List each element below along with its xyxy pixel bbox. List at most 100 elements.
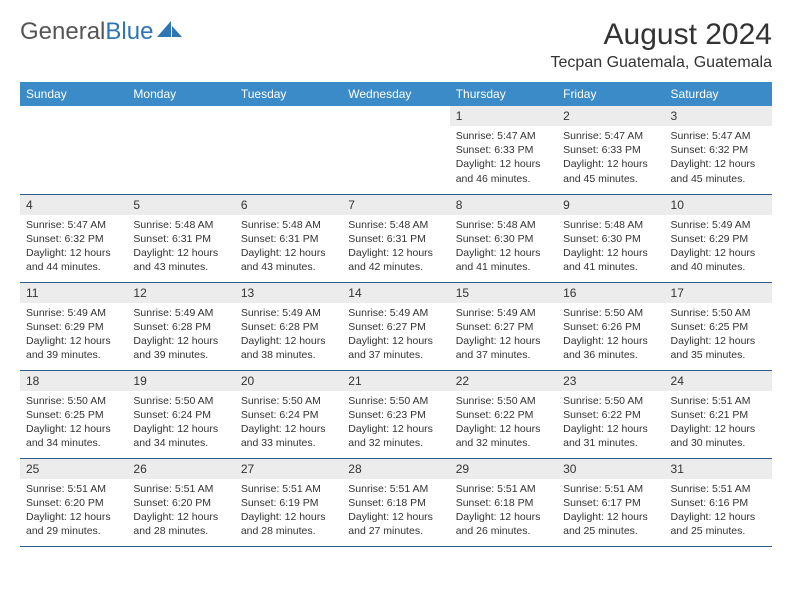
sunrise-value: 5:50 AM: [497, 395, 536, 407]
daylight-label: Daylight:: [133, 335, 174, 347]
calendar-day-cell: 7Sunrise: 5:48 AMSunset: 6:31 PMDaylight…: [342, 194, 449, 282]
sunrise-label: Sunrise:: [241, 219, 280, 231]
day-number: 15: [450, 283, 557, 303]
daylight-label: Daylight:: [456, 158, 497, 170]
daylight-label: Daylight:: [563, 158, 604, 170]
day-number: 19: [127, 371, 234, 391]
sunrise-value: 5:48 AM: [282, 219, 321, 231]
sunset-label: Sunset:: [671, 233, 707, 245]
calendar-title: August 2024: [551, 18, 772, 52]
sunrise-label: Sunrise:: [671, 395, 710, 407]
sunrise-label: Sunrise:: [26, 483, 65, 495]
day-number: 8: [450, 195, 557, 215]
daylight-label: Daylight:: [26, 335, 67, 347]
sunrise-label: Sunrise:: [563, 219, 602, 231]
sunrise-value: 5:50 AM: [67, 395, 106, 407]
sunset-label: Sunset:: [26, 233, 62, 245]
day-details: Sunrise: 5:50 AMSunset: 6:22 PMDaylight:…: [557, 391, 664, 455]
logo: GeneralBlue: [20, 18, 183, 46]
day-number: 2: [557, 106, 664, 126]
sunset-label: Sunset:: [456, 233, 492, 245]
sunset-value: 6:31 PM: [387, 233, 426, 245]
sunrise-label: Sunrise:: [563, 395, 602, 407]
sunrise-value: 5:50 AM: [605, 307, 644, 319]
sunrise-value: 5:51 AM: [605, 483, 644, 495]
daylight-label: Daylight:: [456, 335, 497, 347]
calendar-day-cell: 4Sunrise: 5:47 AMSunset: 6:32 PMDaylight…: [20, 194, 127, 282]
day-details: Sunrise: 5:51 AMSunset: 6:20 PMDaylight:…: [127, 479, 234, 543]
day-number: 22: [450, 371, 557, 391]
day-number: 12: [127, 283, 234, 303]
sunset-label: Sunset:: [26, 321, 62, 333]
sunset-value: 6:21 PM: [709, 409, 748, 421]
sunrise-label: Sunrise:: [241, 395, 280, 407]
daylight-label: Daylight:: [671, 511, 712, 523]
sunrise-label: Sunrise:: [348, 395, 387, 407]
day-number: 26: [127, 459, 234, 479]
sunset-value: 6:28 PM: [172, 321, 211, 333]
sunrise-value: 5:50 AM: [605, 395, 644, 407]
sunrise-label: Sunrise:: [671, 219, 710, 231]
sunset-value: 6:29 PM: [709, 233, 748, 245]
calendar-day-cell: 27Sunrise: 5:51 AMSunset: 6:19 PMDayligh…: [235, 458, 342, 546]
sunrise-label: Sunrise:: [26, 219, 65, 231]
calendar-day-cell: 3Sunrise: 5:47 AMSunset: 6:32 PMDaylight…: [665, 106, 772, 194]
sunset-value: 6:17 PM: [602, 497, 641, 509]
daylight-label: Daylight:: [26, 511, 67, 523]
daylight-label: Daylight:: [241, 511, 282, 523]
sunset-value: 6:29 PM: [65, 321, 104, 333]
sunset-label: Sunset:: [26, 497, 62, 509]
daylight-label: Daylight:: [133, 247, 174, 259]
day-details: Sunrise: 5:48 AMSunset: 6:30 PMDaylight:…: [557, 215, 664, 279]
daylight-label: Daylight:: [241, 423, 282, 435]
daylight-label: Daylight:: [456, 423, 497, 435]
calendar-day-cell: 17Sunrise: 5:50 AMSunset: 6:25 PMDayligh…: [665, 282, 772, 370]
day-details: Sunrise: 5:49 AMSunset: 6:27 PMDaylight:…: [450, 303, 557, 367]
sunrise-label: Sunrise:: [133, 395, 172, 407]
sunset-value: 6:33 PM: [602, 144, 641, 156]
day-number: 23: [557, 371, 664, 391]
sunset-value: 6:27 PM: [387, 321, 426, 333]
sunrise-value: 5:49 AM: [712, 219, 751, 231]
sunrise-value: 5:51 AM: [712, 483, 751, 495]
calendar-day-cell: 23Sunrise: 5:50 AMSunset: 6:22 PMDayligh…: [557, 370, 664, 458]
sunrise-value: 5:49 AM: [175, 307, 214, 319]
sunrise-value: 5:49 AM: [282, 307, 321, 319]
calendar-day-cell: ..: [235, 106, 342, 194]
day-number: 31: [665, 459, 772, 479]
calendar-day-cell: 13Sunrise: 5:49 AMSunset: 6:28 PMDayligh…: [235, 282, 342, 370]
col-sunday: Sunday: [20, 82, 127, 106]
sunrise-label: Sunrise:: [348, 219, 387, 231]
calendar-day-cell: 5Sunrise: 5:48 AMSunset: 6:31 PMDaylight…: [127, 194, 234, 282]
sunset-value: 6:22 PM: [494, 409, 533, 421]
sunset-label: Sunset:: [671, 321, 707, 333]
calendar-day-cell: 30Sunrise: 5:51 AMSunset: 6:17 PMDayligh…: [557, 458, 664, 546]
logo-sail-icon: [157, 18, 183, 46]
daylight-label: Daylight:: [348, 511, 389, 523]
sunrise-label: Sunrise:: [133, 307, 172, 319]
sunset-label: Sunset:: [563, 321, 599, 333]
sunset-value: 6:22 PM: [602, 409, 641, 421]
sunset-value: 6:32 PM: [65, 233, 104, 245]
calendar-day-cell: 20Sunrise: 5:50 AMSunset: 6:24 PMDayligh…: [235, 370, 342, 458]
daylight-label: Daylight:: [456, 511, 497, 523]
day-details: Sunrise: 5:48 AMSunset: 6:31 PMDaylight:…: [235, 215, 342, 279]
calendar-week-row: ........1Sunrise: 5:47 AMSunset: 6:33 PM…: [20, 106, 772, 194]
sunrise-label: Sunrise:: [456, 483, 495, 495]
sunrise-label: Sunrise:: [456, 130, 495, 142]
sunrise-label: Sunrise:: [563, 483, 602, 495]
sunset-label: Sunset:: [671, 144, 707, 156]
sunrise-label: Sunrise:: [563, 307, 602, 319]
sunset-label: Sunset:: [241, 497, 277, 509]
sunrise-value: 5:49 AM: [67, 307, 106, 319]
day-details: Sunrise: 5:47 AMSunset: 6:32 PMDaylight:…: [20, 215, 127, 279]
sunset-label: Sunset:: [456, 409, 492, 421]
calendar-header-row: Sunday Monday Tuesday Wednesday Thursday…: [20, 82, 772, 106]
calendar-day-cell: 9Sunrise: 5:48 AMSunset: 6:30 PMDaylight…: [557, 194, 664, 282]
day-details: Sunrise: 5:50 AMSunset: 6:25 PMDaylight:…: [665, 303, 772, 367]
day-number: 5: [127, 195, 234, 215]
col-saturday: Saturday: [665, 82, 772, 106]
sunset-label: Sunset:: [133, 233, 169, 245]
sunset-label: Sunset:: [348, 233, 384, 245]
daylight-label: Daylight:: [563, 423, 604, 435]
